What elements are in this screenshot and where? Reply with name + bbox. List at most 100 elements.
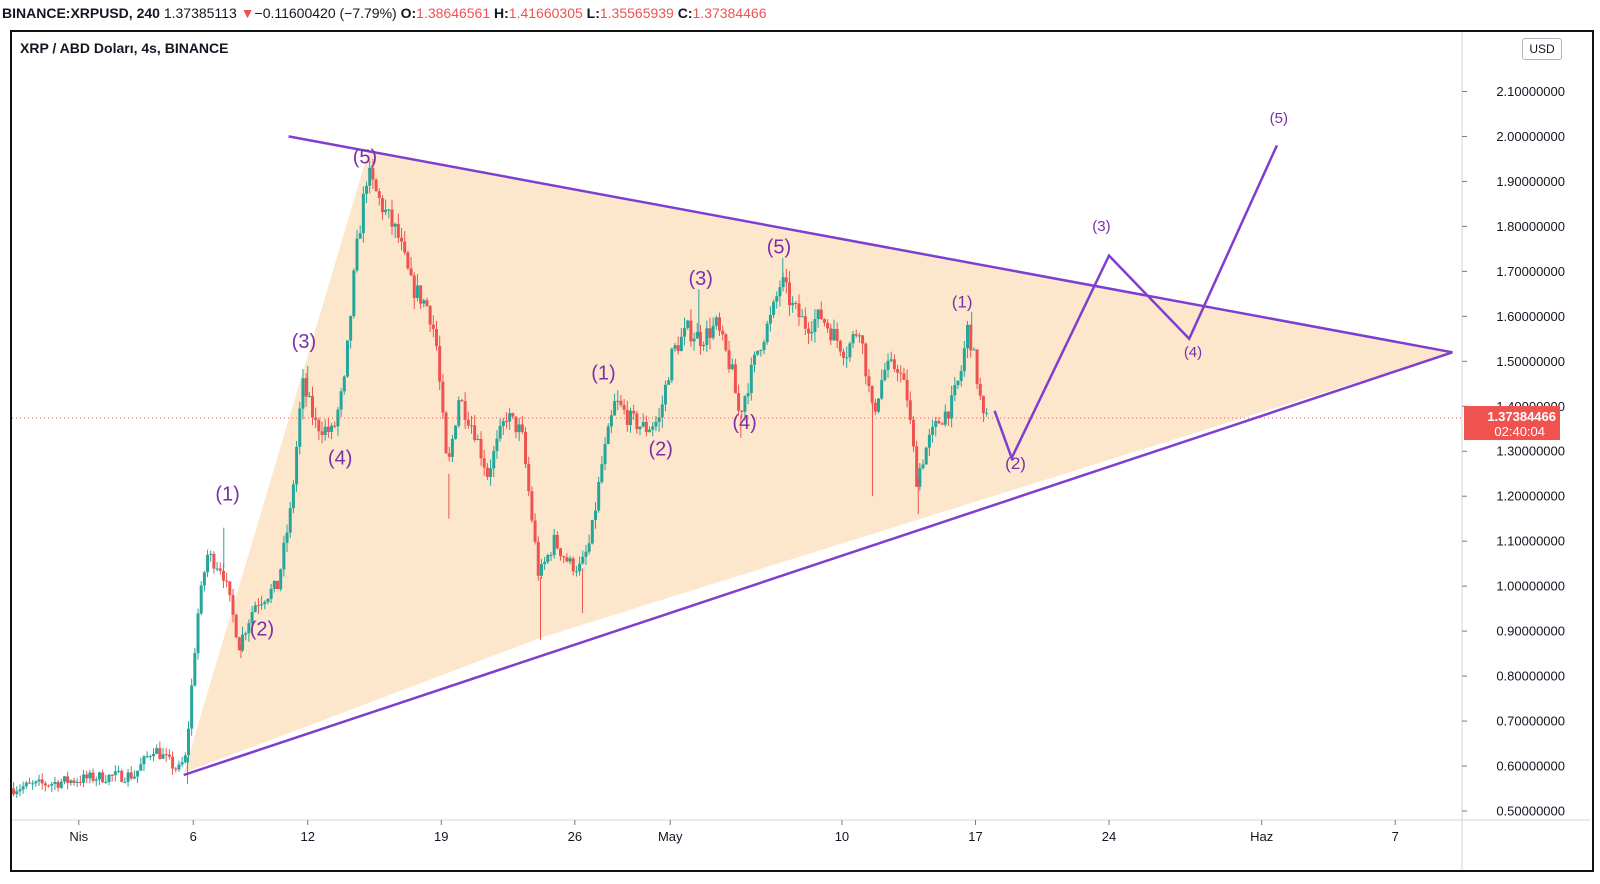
candle-body: [37, 779, 41, 782]
candle-body: [104, 781, 108, 783]
candle-body: [450, 438, 454, 457]
triangle-fill: [183, 149, 1453, 773]
candle-body: [199, 585, 203, 614]
candle-body: [635, 413, 639, 430]
candle-body: [829, 328, 833, 341]
high-label: H:: [494, 5, 509, 21]
candle-body: [438, 346, 442, 382]
candle-body: [396, 223, 400, 238]
candle-body: [861, 335, 865, 344]
candle-body: [21, 786, 25, 790]
candle-body: [536, 541, 540, 576]
candle-body: [174, 768, 178, 770]
candle-body: [345, 340, 349, 377]
candle-body: [670, 348, 674, 381]
wave-label: (1): [215, 484, 239, 506]
candle-body: [504, 421, 508, 423]
price-change: −0.11600420 (−7.79%): [254, 5, 397, 21]
candle-body: [126, 772, 130, 782]
candle-body: [415, 285, 419, 298]
candle-body: [539, 564, 543, 576]
candle-body: [899, 372, 903, 374]
candle-body: [959, 371, 963, 381]
candle-body: [247, 623, 251, 634]
candle-body: [221, 570, 225, 581]
candle-body: [431, 324, 435, 329]
candle-body: [310, 395, 314, 418]
symbol-name[interactable]: BINANCE:XRPUSD, 240: [2, 5, 160, 21]
y-tick-label: 1.30000000: [1496, 444, 1565, 459]
candle-body: [59, 781, 63, 788]
candle-body: [374, 179, 378, 192]
candle-body: [911, 419, 915, 447]
candle-body: [110, 774, 114, 776]
y-tick-label: 1.70000000: [1496, 264, 1565, 279]
candle-body: [762, 342, 766, 351]
x-tick-label: May: [658, 829, 683, 844]
candle-body: [832, 328, 836, 341]
candle-body: [295, 446, 299, 485]
candle-body: [721, 330, 725, 335]
candle-body: [590, 520, 594, 544]
candle-body: [520, 424, 524, 432]
candle-body: [705, 328, 709, 345]
candle-body: [797, 303, 801, 318]
candle-body: [565, 557, 569, 562]
candle-body: [962, 348, 966, 372]
candle-body: [597, 482, 601, 511]
candle-body: [307, 395, 311, 397]
x-tick-label: 7: [1392, 829, 1399, 844]
candle-body: [43, 783, 47, 786]
candle-body: [460, 400, 464, 402]
candle-body: [683, 327, 687, 337]
candle-body: [549, 554, 553, 556]
candle-body: [511, 413, 515, 417]
candle-body: [508, 413, 512, 422]
candle-body: [479, 438, 483, 459]
change-arrow-icon: ▼: [240, 5, 255, 21]
candle-body: [218, 568, 222, 571]
wave-label: (4): [328, 448, 352, 470]
high-value: 1.41660305: [508, 5, 583, 21]
candle-body: [966, 324, 970, 349]
candle-body: [559, 548, 563, 557]
candle-body: [62, 776, 66, 782]
candle-body: [946, 411, 950, 419]
candle-body: [676, 345, 680, 352]
candle-body: [625, 409, 629, 426]
candle-body: [371, 167, 375, 180]
x-tick-label: 19: [434, 829, 448, 844]
y-tick-label: 0.80000000: [1496, 669, 1565, 684]
candle-body: [886, 360, 890, 370]
candle-body: [272, 580, 276, 589]
wave-label: (2): [1005, 454, 1026, 473]
y-tick-label: 0.60000000: [1496, 759, 1565, 774]
candle-body: [107, 774, 111, 782]
candle-body: [775, 296, 779, 302]
candle-body: [530, 491, 534, 521]
candle-body: [298, 408, 302, 447]
y-tick-label: 1.80000000: [1496, 219, 1565, 234]
currency-button[interactable]: USD: [1522, 38, 1562, 60]
candle-body: [724, 334, 728, 351]
candle-body: [880, 380, 884, 399]
candle-body: [600, 464, 604, 483]
candle-body: [902, 373, 906, 380]
candle-body: [323, 426, 327, 435]
candle-body: [241, 634, 245, 651]
candle-body: [772, 301, 776, 315]
y-tick-label: 1.10000000: [1496, 534, 1565, 549]
candle-body: [435, 328, 439, 347]
y-tick-label: 1.60000000: [1496, 309, 1565, 324]
candle-body: [628, 410, 632, 426]
wave-label: (5): [353, 146, 377, 168]
candle-body: [826, 322, 830, 329]
candle-body: [269, 588, 273, 599]
wave-label: (5): [1270, 110, 1288, 127]
candle-body: [956, 380, 960, 386]
candle-body: [533, 520, 537, 542]
candle-body: [835, 328, 839, 341]
symbol-header: BINANCE:XRPUSD, 240 1.37385113 ▼−0.11600…: [0, 0, 1600, 26]
candle-body: [78, 781, 82, 783]
